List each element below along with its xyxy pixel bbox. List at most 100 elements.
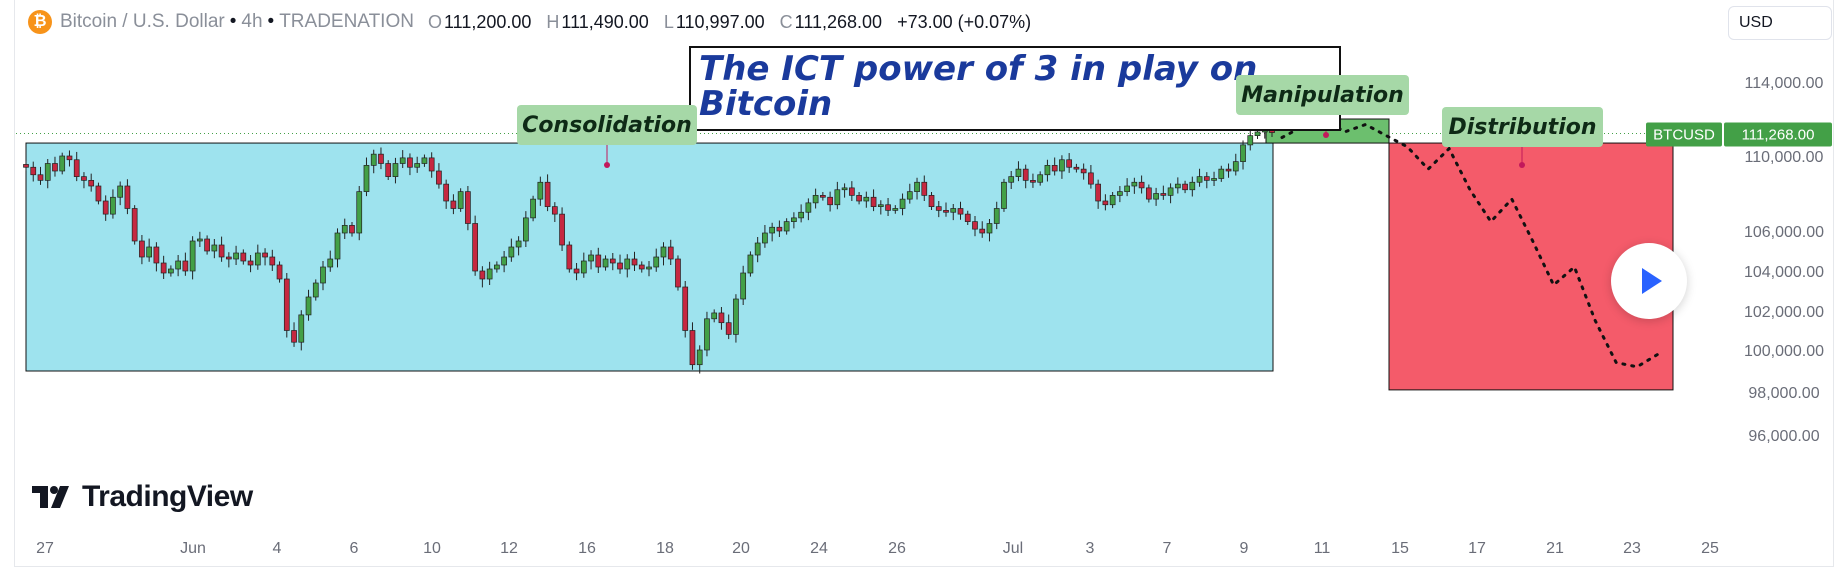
candle xyxy=(820,192,826,201)
candle-body xyxy=(530,198,536,219)
candle xyxy=(59,152,66,175)
time-tick-label: 15 xyxy=(1391,540,1409,557)
candle xyxy=(240,249,247,265)
candle xyxy=(407,153,413,176)
time-tick-label: 11 xyxy=(1314,540,1331,557)
candle-body xyxy=(334,232,341,260)
candle xyxy=(617,254,623,274)
candle xyxy=(877,200,884,215)
high-value: 111,490.00 xyxy=(561,11,649,32)
price-tick-label: 110,000.00 xyxy=(1745,149,1824,166)
candle-body xyxy=(667,246,674,260)
candle xyxy=(1145,184,1152,203)
candle-body xyxy=(30,166,37,176)
candle-body xyxy=(544,181,551,207)
candle-body xyxy=(899,198,906,209)
candle xyxy=(1030,173,1036,188)
last-price-text: 111,268.00 xyxy=(1742,127,1815,144)
candle-body xyxy=(1102,200,1109,206)
candle xyxy=(1008,171,1015,189)
candle-body xyxy=(160,262,167,274)
candle xyxy=(718,307,725,330)
candle xyxy=(1160,185,1167,200)
candle-body xyxy=(935,206,942,211)
candle-body xyxy=(537,181,544,200)
candle xyxy=(95,182,102,205)
candle xyxy=(834,181,841,210)
interval-label[interactable]: 4h xyxy=(241,11,263,32)
candle-body xyxy=(175,260,181,270)
distribution-label: Distribution xyxy=(1442,107,1603,147)
projected-path xyxy=(1280,117,1660,369)
candle xyxy=(153,242,160,272)
candle-body xyxy=(102,200,109,215)
candle-body xyxy=(44,163,51,181)
candle xyxy=(146,238,153,262)
candle xyxy=(1109,192,1116,209)
candle-body xyxy=(1240,144,1246,162)
candle-body xyxy=(921,181,928,196)
candle-body xyxy=(856,195,862,202)
candle-body xyxy=(269,256,276,266)
candle-body xyxy=(168,268,174,274)
candle-body xyxy=(414,163,421,168)
candle-body xyxy=(957,208,964,215)
currency-button[interactable]: USD xyxy=(1728,6,1832,40)
candle xyxy=(928,192,935,210)
time-tick-label: 18 xyxy=(656,540,674,557)
candle-body xyxy=(52,163,58,172)
time-tick-label: 6 xyxy=(350,540,359,557)
candle xyxy=(88,173,95,192)
symbol-badge-text: BTCUSD xyxy=(1653,127,1715,144)
candle xyxy=(349,222,355,237)
candle-body xyxy=(1059,159,1065,172)
candle xyxy=(544,174,551,212)
candle xyxy=(1073,163,1080,173)
candle-body xyxy=(1160,193,1167,196)
candle xyxy=(1232,153,1239,176)
candle xyxy=(1174,177,1181,194)
candle-body xyxy=(551,206,558,215)
candle-body xyxy=(762,232,768,244)
candle-body xyxy=(783,221,790,232)
manipulation-label: Manipulation xyxy=(1236,75,1409,115)
candle xyxy=(139,235,145,265)
play-button[interactable] xyxy=(1611,243,1687,319)
candle-body xyxy=(1008,176,1015,183)
candle-body xyxy=(81,176,87,181)
candle-body xyxy=(88,180,95,187)
candle-body xyxy=(283,278,290,331)
candle-body xyxy=(733,298,739,335)
symbol-name[interactable]: Bitcoin / U.S. Dollar xyxy=(60,11,225,32)
candle-body xyxy=(595,254,602,268)
candle xyxy=(182,252,189,276)
candle xyxy=(117,181,124,206)
candle xyxy=(399,150,406,168)
time-tick-label: 7 xyxy=(1163,540,1172,557)
time-tick-label: 16 xyxy=(578,540,596,557)
time-tick-label: 26 xyxy=(888,540,906,557)
candle-body xyxy=(1247,135,1254,146)
candle xyxy=(624,254,631,278)
candle xyxy=(675,255,681,291)
candle xyxy=(863,191,870,208)
candle-body xyxy=(1022,168,1029,181)
candle-body xyxy=(508,246,515,258)
candle xyxy=(1203,172,1210,189)
candle xyxy=(52,156,58,177)
candle-body xyxy=(341,225,348,234)
candle xyxy=(892,205,899,214)
price-tick-label: 98,000.00 xyxy=(1748,385,1819,402)
candle xyxy=(885,198,891,216)
candle-body xyxy=(827,196,833,206)
candle xyxy=(160,255,167,279)
candle-body xyxy=(356,191,363,234)
candle-body xyxy=(428,157,435,172)
candle xyxy=(1196,168,1203,187)
candle-body xyxy=(1145,187,1152,200)
consolidation-box xyxy=(25,142,1274,372)
candle xyxy=(1131,177,1138,194)
candle-body xyxy=(609,258,616,264)
candle-body xyxy=(1088,172,1094,185)
